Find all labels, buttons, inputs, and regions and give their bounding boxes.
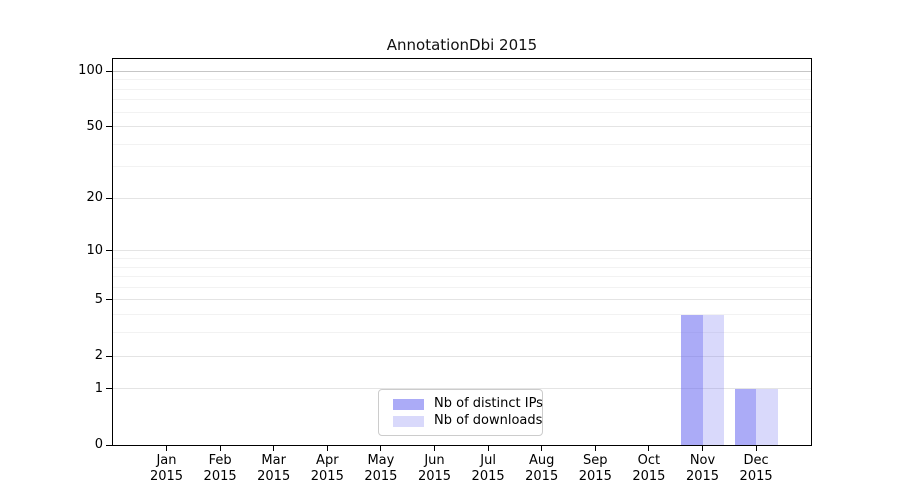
y-tick-mark (106, 126, 112, 128)
y-tick-label: 10 (86, 242, 103, 258)
x-tick-year: 2015 (149, 469, 184, 484)
x-tick-label: Nov 2015 (671, 453, 735, 485)
y-tick-mark (106, 250, 112, 252)
x-tick-mark (326, 446, 328, 451)
x-tick-year: 2015 (632, 469, 666, 484)
x-tick-mark (755, 446, 757, 451)
x-tick-year: 2015 (578, 469, 612, 484)
x-tick-mark (166, 446, 167, 451)
x-tick-year: 2015 (471, 469, 505, 484)
x-tick-label: Apr 2015 (295, 453, 359, 485)
x-tick-year: 2015 (203, 469, 237, 484)
y-tick-label: 100 (78, 63, 103, 79)
x-tick-month: Jun (424, 453, 445, 468)
x-tick-mark (219, 446, 221, 451)
x-tick-month: Mar (261, 453, 286, 468)
minor-gridline (113, 143, 811, 145)
legend-item-downloads: Nb of downloads (387, 413, 542, 429)
x-tick-month: Jan (156, 453, 177, 468)
x-tick-mark (487, 446, 489, 451)
legend: Nb of distinct IPs Nb of downloads (378, 389, 543, 436)
x-tick-mark (648, 446, 650, 451)
minor-gridline (113, 286, 811, 288)
legend-item-distinct-ips: Nb of distinct IPs (387, 396, 543, 412)
x-tick-label: May 2015 (349, 453, 413, 485)
minor-gridline (113, 88, 811, 90)
x-tick-month: Apr (316, 453, 339, 468)
major-gridline (113, 197, 811, 199)
x-tick-month: Sep (583, 453, 608, 468)
major-gridline (113, 250, 811, 252)
x-tick-mark (702, 446, 703, 451)
bar (681, 314, 703, 445)
x-tick-year: 2015 (417, 469, 452, 484)
minor-gridline (113, 314, 811, 316)
x-tick-label: Aug 2015 (510, 453, 574, 485)
minor-gridline (113, 166, 811, 168)
minor-gridline (113, 332, 811, 334)
x-tick-label: Oct 2015 (617, 453, 681, 485)
y-tick-mark (106, 388, 112, 390)
legend-swatch-distinct-ips (393, 398, 424, 410)
legend-label-distinct-ips: Nb of distinct IPs (434, 396, 543, 411)
major-gridline (113, 126, 811, 128)
x-tick-year: 2015 (739, 469, 773, 484)
x-tick-mark (594, 446, 596, 451)
major-gridline (113, 388, 811, 390)
minor-gridline (113, 111, 811, 113)
x-tick-mark (541, 446, 543, 451)
x-tick-label: Sep 2015 (563, 453, 627, 485)
chart-title: AnnotationDbi 2015 (386, 36, 538, 54)
bar (702, 314, 724, 445)
minor-gridline (113, 79, 811, 81)
legend-swatch-downloads (393, 415, 424, 427)
y-tick-mark (106, 197, 112, 199)
y-tick-label: 2 (94, 348, 103, 363)
y-tick-mark (106, 444, 112, 446)
x-tick-mark (273, 446, 275, 451)
minor-gridline (113, 99, 811, 101)
x-tick-label: Dec 2015 (724, 453, 788, 485)
x-tick-year: 2015 (364, 469, 398, 484)
y-tick-label: 1 (94, 380, 103, 396)
y-tick-label: 0 (94, 437, 103, 452)
x-tick-month: Nov (689, 453, 716, 468)
y-tick-label: 50 (86, 118, 103, 134)
x-tick-year: 2015 (685, 469, 720, 484)
x-tick-label: Mar 2015 (242, 453, 306, 485)
minor-gridline (113, 276, 811, 278)
major-gridline (113, 355, 811, 357)
x-tick-month: Jul (480, 453, 496, 468)
y-tick-mark (106, 355, 112, 357)
x-tick-year: 2015 (525, 469, 559, 484)
y-tick-mark (106, 70, 112, 72)
y-tick-label: 5 (94, 291, 103, 307)
x-tick-mark (380, 446, 382, 451)
x-tick-label: Jan 2015 (135, 453, 199, 485)
x-tick-month: Aug (528, 453, 555, 468)
x-tick-month: Feb (208, 453, 232, 468)
x-tick-month: May (367, 453, 395, 468)
bar (756, 388, 778, 445)
minor-gridline (113, 257, 811, 259)
legend-label-downloads: Nb of downloads (434, 413, 543, 428)
x-tick-month: Oct (637, 453, 661, 468)
plot-area (112, 58, 812, 446)
y-tick-mark (106, 299, 112, 301)
major-gridline (113, 299, 811, 301)
x-tick-year: 2015 (310, 469, 344, 484)
x-tick-label: Jul 2015 (456, 453, 520, 485)
bar (734, 388, 757, 445)
y-tick-label: 20 (86, 190, 103, 206)
x-tick-year: 2015 (257, 469, 291, 484)
x-tick-label: Feb 2015 (188, 453, 252, 485)
x-tick-mark (434, 446, 435, 451)
x-tick-month: Dec (743, 453, 769, 468)
major-gridline (113, 70, 811, 72)
x-tick-label: Jun 2015 (403, 453, 467, 485)
minor-gridline (113, 266, 811, 268)
